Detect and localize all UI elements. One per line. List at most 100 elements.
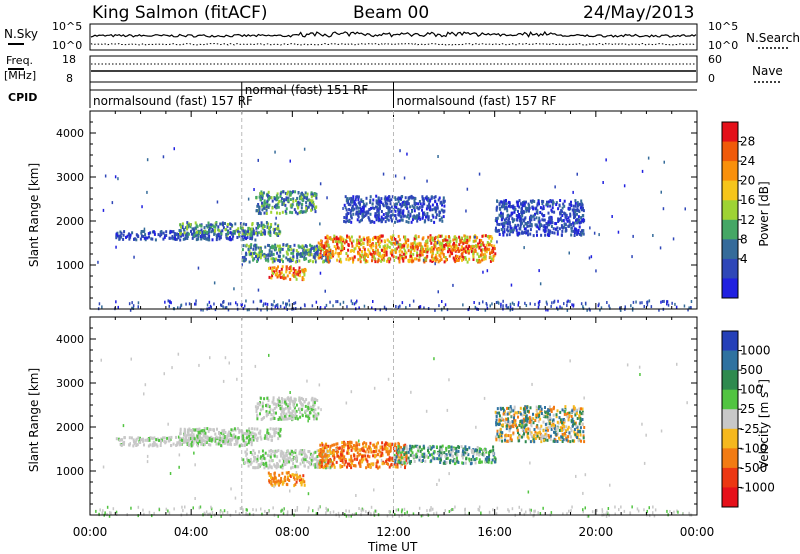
echo-cell: [259, 429, 262, 433]
echo-cell: [271, 400, 274, 404]
echo-cell: [415, 453, 418, 457]
echo-cell: [189, 223, 192, 226]
echo-cell: [294, 260, 297, 264]
echo-cell: [254, 456, 257, 459]
echo-cell: [530, 223, 533, 226]
echo-cell: [530, 216, 533, 219]
echo-cell: [564, 215, 567, 219]
echo-cell: [470, 250, 473, 254]
echo-cell: [483, 253, 486, 257]
echo-cell: [500, 222, 503, 226]
echo-cell: [383, 447, 386, 451]
echo-cell: [483, 255, 486, 259]
echo-cell: [242, 229, 245, 233]
echo-cell: [217, 440, 220, 444]
nsky-label: N.Sky: [4, 27, 38, 41]
echo-cell: [439, 211, 442, 215]
echo-cell: [380, 215, 383, 219]
echo-cell: [388, 456, 391, 460]
echo-cell: [337, 246, 340, 250]
echo-cell: [282, 254, 285, 258]
echo-cell: [273, 402, 276, 406]
echo-cell: [273, 230, 276, 234]
echo-cell: [301, 199, 304, 202]
clutter-cell: [311, 304, 314, 308]
echo-cell: [572, 204, 575, 208]
echo-cell: [228, 430, 231, 434]
echo-cell: [300, 252, 302, 256]
echo-cell: [396, 465, 399, 469]
echo-cell: [403, 235, 405, 239]
echo-cell: [366, 240, 369, 244]
echo-cell: [215, 435, 218, 439]
echo-cell: [302, 193, 305, 197]
echo-cell: [278, 229, 281, 233]
echo-cell: [430, 459, 433, 463]
echo-cell: [128, 237, 131, 241]
echo-cell: [299, 400, 302, 404]
echo-cell: [331, 462, 334, 466]
echo-cell: [236, 229, 239, 233]
echo-cell: [435, 213, 438, 217]
echo-cell: [478, 259, 481, 262]
echo-cell: [401, 460, 404, 464]
echo-cell: [353, 457, 356, 461]
echo-cell: [247, 441, 250, 445]
echo-cell: [326, 255, 329, 259]
echo-cell: [252, 438, 255, 442]
echo-cell: [381, 253, 384, 257]
speckle-cell: [324, 289, 326, 293]
speckle-cell: [647, 156, 650, 160]
echo-cell: [179, 229, 182, 233]
echo-cell: [280, 454, 282, 458]
echo-cell: [320, 239, 323, 243]
echo-cell: [511, 217, 514, 221]
echo-cell: [267, 259, 270, 263]
echo-cell: [276, 275, 279, 279]
echo-cell: [487, 455, 490, 459]
echo-cell: [137, 235, 140, 238]
echo-cell: [570, 223, 573, 226]
echo-cell: [577, 215, 580, 219]
echo-cell: [352, 444, 355, 447]
echo-cell: [445, 461, 448, 464]
echo-cell: [369, 200, 372, 204]
echo-cell: [466, 448, 469, 451]
echo-cell: [353, 200, 356, 204]
echo-cell: [222, 440, 225, 443]
echo-cell: [264, 451, 267, 455]
speckle-cell: [510, 283, 513, 287]
echo-cell: [285, 402, 288, 406]
echo-cell: [403, 256, 406, 260]
echo-cell: [251, 431, 254, 435]
echo-cell: [265, 414, 268, 418]
echo-cell: [333, 443, 336, 447]
echo-cell: [278, 399, 281, 403]
echo-cell: [376, 466, 379, 470]
clutter-cell: [213, 302, 215, 306]
echo-cell: [326, 235, 329, 239]
clutter-cell: [646, 303, 649, 307]
echo-cell: [491, 248, 494, 252]
clutter-cell: [620, 308, 622, 312]
echo-cell: [492, 257, 495, 261]
echo-cell: [398, 210, 401, 214]
echo-cell: [462, 257, 465, 261]
echo-cell: [486, 456, 489, 460]
echo-cell: [346, 197, 349, 201]
clutter-cell: [557, 299, 559, 303]
echo-cell: [240, 226, 242, 230]
echo-cell: [436, 251, 439, 254]
echo-cell: [227, 432, 230, 436]
echo-cell: [238, 444, 241, 448]
clutter-cell: [687, 308, 689, 312]
echo-cell: [492, 452, 495, 456]
echo-cell: [304, 458, 307, 462]
echo-cell: [356, 238, 359, 242]
echo-cell: [261, 194, 264, 198]
echo-cell: [273, 483, 276, 487]
echo-cell: [275, 267, 278, 271]
clutter-cell: [383, 305, 386, 309]
echo-cell: [292, 190, 295, 194]
echo-cell: [422, 236, 425, 240]
